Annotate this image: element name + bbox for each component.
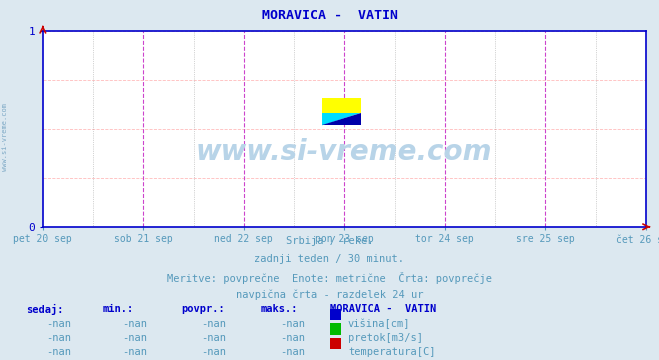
- Text: temperatura[C]: temperatura[C]: [348, 347, 436, 357]
- Text: navpična črta - razdelek 24 ur: navpična črta - razdelek 24 ur: [236, 289, 423, 300]
- Text: -nan: -nan: [122, 319, 147, 329]
- Text: maks.:: maks.:: [260, 304, 298, 314]
- Text: pretok[m3/s]: pretok[m3/s]: [348, 333, 423, 343]
- Text: MORAVICA -  VATIN: MORAVICA - VATIN: [262, 9, 397, 22]
- Text: www.si-vreme.com: www.si-vreme.com: [2, 103, 9, 171]
- Text: -nan: -nan: [280, 347, 305, 357]
- Text: -nan: -nan: [280, 333, 305, 343]
- Text: -nan: -nan: [46, 347, 71, 357]
- Polygon shape: [322, 113, 360, 125]
- Text: -nan: -nan: [122, 347, 147, 357]
- Text: -nan: -nan: [46, 319, 71, 329]
- Bar: [322, 98, 360, 113]
- Text: sedaj:: sedaj:: [26, 304, 64, 315]
- Text: -nan: -nan: [280, 319, 305, 329]
- Text: -nan: -nan: [201, 347, 226, 357]
- Text: min.:: min.:: [102, 304, 133, 314]
- Text: povpr.:: povpr.:: [181, 304, 225, 314]
- Text: Meritve: povprečne  Enote: metrične  Črta: povprečje: Meritve: povprečne Enote: metrične Črta:…: [167, 272, 492, 284]
- Text: Srbija / reke.: Srbija / reke.: [286, 236, 373, 246]
- Text: MORAVICA -  VATIN: MORAVICA - VATIN: [330, 304, 436, 314]
- Polygon shape: [322, 113, 360, 125]
- Text: -nan: -nan: [46, 333, 71, 343]
- Text: -nan: -nan: [122, 333, 147, 343]
- Text: višina[cm]: višina[cm]: [348, 319, 411, 329]
- Text: zadnji teden / 30 minut.: zadnji teden / 30 minut.: [254, 254, 405, 264]
- Text: www.si-vreme.com: www.si-vreme.com: [196, 138, 492, 166]
- Text: -nan: -nan: [201, 319, 226, 329]
- Text: -nan: -nan: [201, 333, 226, 343]
